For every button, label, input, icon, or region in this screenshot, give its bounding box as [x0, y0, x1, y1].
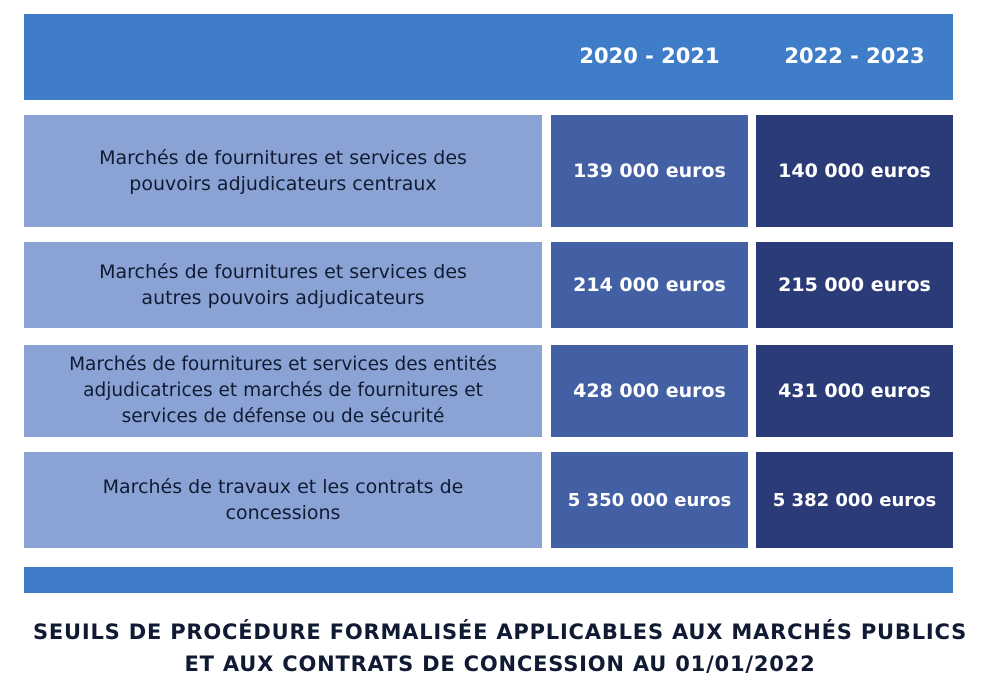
row-4-label: Marchés de travaux et les contrats de co… — [24, 452, 542, 548]
caption-line-1: SEUILS DE PROCÉDURE FORMALISÉE APPLICABL… — [32, 620, 968, 644]
column-header-2022-2023: 2022 - 2023 — [784, 44, 925, 68]
row-1-value-2020-2021: 139 000 euros — [551, 115, 748, 227]
row-1-label-line-2: pouvoirs adjudicateurs centraux — [129, 173, 437, 195]
row-2-value-2022-2023: 215 000 euros — [756, 242, 953, 328]
row-4-value-2022-2023: 5 382 000 euros — [756, 452, 953, 548]
row-3-value-2022-2023: 431 000 euros — [756, 345, 953, 437]
row-3-label-line-3: services de défense ou de sécurité — [121, 406, 445, 427]
row-4-value-2020-2021: 5 350 000 euros — [551, 452, 748, 548]
row-2-value-2020-2021: 214 000 euros — [551, 242, 748, 328]
row-2-label-line-1: Marchés de fournitures et services des — [99, 261, 467, 283]
row-1-label: Marchés de fournitures et services des p… — [24, 115, 542, 227]
row-2-label-line-2: autres pouvoirs adjudicateurs — [141, 287, 425, 309]
row-3-value-2020-2021: 428 000 euros — [551, 345, 748, 437]
caption-line-2: ET AUX CONTRATS DE CONCESSION AU 01/01/2… — [184, 652, 816, 676]
row-3-label-line-1: Marchés de fournitures et services des e… — [69, 354, 497, 375]
row-3-label: Marchés de fournitures et services des e… — [24, 345, 542, 437]
row-4-label-line-2: concessions — [225, 502, 341, 524]
column-header-2020-2021: 2020 - 2021 — [579, 44, 720, 68]
row-3-label-line-2: adjudicatrices et marchés de fournitures… — [83, 380, 483, 401]
caption: SEUILS DE PROCÉDURE FORMALISÉE APPLICABL… — [0, 616, 1000, 680]
row-1-value-2022-2023: 140 000 euros — [756, 115, 953, 227]
header-bar: 2020 - 2021 2022 - 2023 — [24, 14, 953, 100]
footer-bar — [24, 567, 953, 593]
row-1-label-line-1: Marchés de fournitures et services des — [99, 147, 467, 169]
row-2-label: Marchés de fournitures et services des a… — [24, 242, 542, 328]
row-4-label-line-1: Marchés de travaux et les contrats de — [102, 476, 464, 498]
